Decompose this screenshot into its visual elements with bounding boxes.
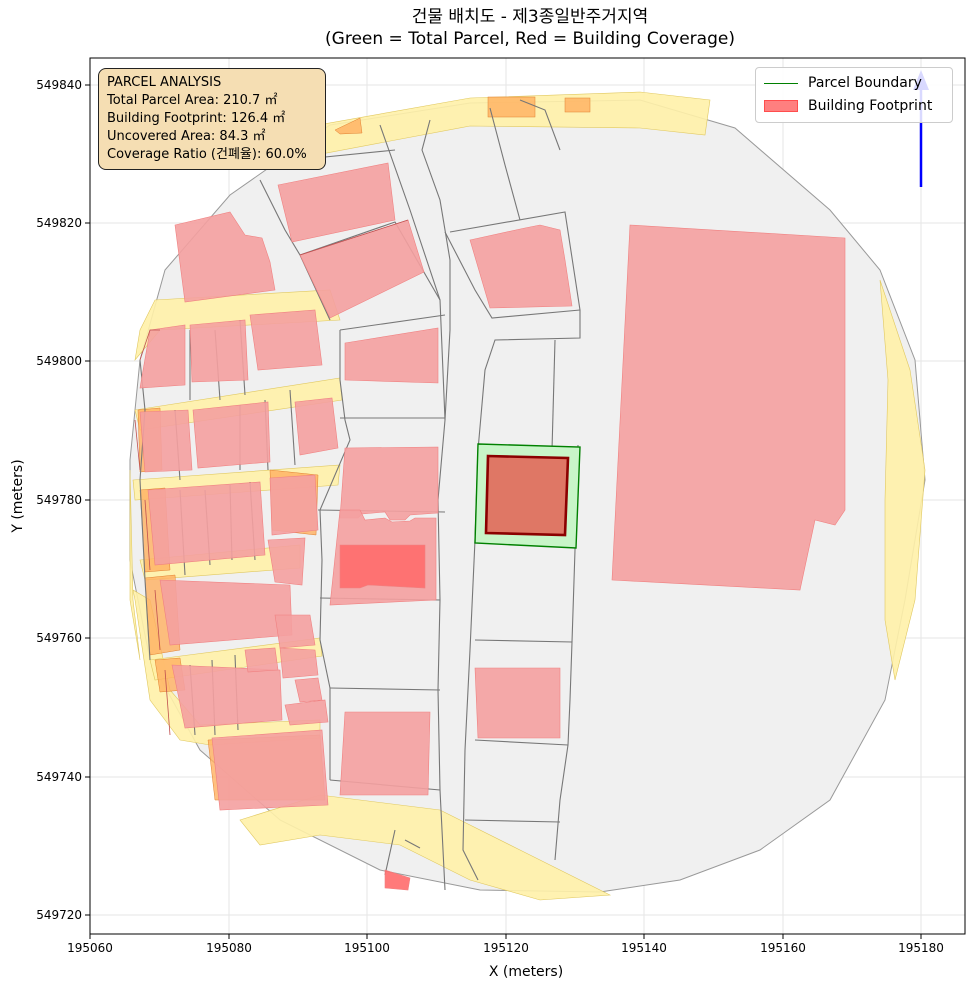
y-tick-marks xyxy=(85,84,90,916)
building-n3 xyxy=(469,224,573,309)
x-tick-label: 195080 xyxy=(206,941,252,955)
y-tick-label: 549800 xyxy=(36,354,82,368)
y-tick-label: 549820 xyxy=(36,216,82,230)
x-tick-label: 195140 xyxy=(621,941,667,955)
parcel-analysis-box: PARCEL ANALYSIS Total Parcel Area: 210.7… xyxy=(98,68,326,170)
y-tick-labels: 549720 549740 549760 549780 549800 54982… xyxy=(36,78,82,922)
info-uncovered: Uncovered Area: 84.3 ㎡ xyxy=(107,129,266,144)
building-n1 xyxy=(277,162,396,243)
building-nw xyxy=(174,211,276,303)
x-axis-label: X (meters) xyxy=(489,964,563,980)
title-line-2: (Green = Total Parcel, Red = Building Co… xyxy=(325,29,735,49)
info-building-footprint: Building Footprint: 126.4 ㎡ xyxy=(107,111,286,126)
building-s2 xyxy=(339,711,431,796)
building-c1 xyxy=(344,327,439,384)
axes-frame xyxy=(89,57,966,935)
x-tick-label: 195160 xyxy=(760,941,806,955)
legend-item-parcel: Parcel Boundary xyxy=(764,73,922,93)
road-east xyxy=(879,279,926,681)
y-tick-label: 549740 xyxy=(36,770,82,784)
x-tick-label: 195120 xyxy=(483,941,529,955)
y-tick-label: 549840 xyxy=(36,78,82,92)
x-tick-labels: 195060 195080 195100 195120 195140 19516… xyxy=(67,941,944,955)
legend-item-building: Building Footprint xyxy=(764,96,932,116)
x-tick-label: 195100 xyxy=(344,941,390,955)
legend-label-building: Building Footprint xyxy=(808,98,933,114)
building-s1 xyxy=(474,667,561,739)
building-c2 xyxy=(339,446,439,521)
road-west-edge xyxy=(129,469,141,661)
y-axis-label: Y (meters) xyxy=(10,459,26,533)
info-coverage: Coverage Ratio (건폐율): 60.0% xyxy=(107,147,307,162)
road-north xyxy=(289,91,711,159)
building-c3-core xyxy=(339,544,426,589)
subject-building[interactable] xyxy=(484,454,570,537)
road-south xyxy=(239,794,612,901)
legend-label-parcel: Parcel Boundary xyxy=(808,75,922,91)
building-large-east xyxy=(611,224,846,591)
west-outlines xyxy=(134,219,409,736)
title-line-1: 건물 배치도 - 제3종일반주거지역 xyxy=(411,7,649,27)
building-sw xyxy=(211,729,329,811)
info-total-parcel: Total Parcel Area: 210.7 ㎡ xyxy=(107,93,278,108)
x-tick-label: 195180 xyxy=(898,941,944,955)
y-tick-label: 549720 xyxy=(36,908,82,922)
y-tick-label: 549760 xyxy=(36,631,82,645)
y-tick-label: 549780 xyxy=(36,493,82,507)
figure-title: 건물 배치도 - 제3종일반주거지역 (Green = Total Parcel… xyxy=(0,6,975,50)
info-heading: PARCEL ANALYSIS xyxy=(107,75,222,90)
context-buildings xyxy=(139,162,846,891)
x-tick-marks xyxy=(89,934,922,939)
parcel-line-swatch xyxy=(764,82,798,84)
building-patch-swatch xyxy=(764,100,798,112)
legend: Parcel Boundary Building Footprint xyxy=(755,67,953,123)
x-tick-label: 195060 xyxy=(67,941,113,955)
